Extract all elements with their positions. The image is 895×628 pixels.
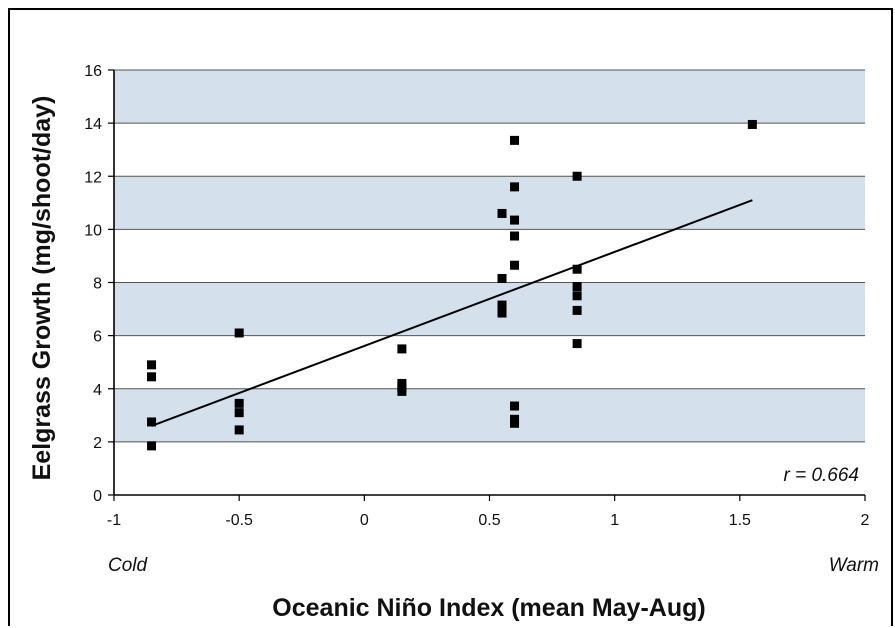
y-tick-label: 2 (93, 435, 102, 452)
data-point (572, 291, 582, 301)
data-point (572, 171, 582, 181)
data-point (510, 182, 520, 192)
axes (108, 69, 866, 501)
y-tick-label: 16 (84, 63, 102, 80)
data-point (147, 441, 157, 451)
data-point (510, 260, 520, 270)
data-point (234, 408, 244, 418)
correlation-label: r = 0.664 (783, 465, 859, 486)
y-tick-label: 8 (93, 276, 102, 293)
data-point (147, 360, 157, 370)
data-point (497, 300, 507, 310)
data-point (510, 135, 520, 145)
y-tick-label: 6 (93, 329, 102, 346)
y-axis-title: Eelgrass Growth (mg/shoot/day) (28, 96, 56, 481)
data-point (572, 281, 582, 291)
warm-label: Warm (829, 555, 879, 576)
band-14-16 (114, 70, 865, 124)
x-tick-label: -0.5 (225, 512, 253, 529)
data-point (747, 119, 757, 129)
data-point (572, 305, 582, 315)
x-tick-label: 1.5 (729, 512, 751, 529)
data-point (510, 215, 520, 225)
data-point (510, 231, 520, 241)
band-10-12 (114, 176, 865, 230)
x-tick-label: 0.5 (478, 512, 500, 529)
data-point (572, 264, 582, 274)
trendline (151, 199, 753, 427)
x-axis-title: Oceanic Niño Index (mean May-Aug) (272, 594, 705, 622)
trendline-group (151, 199, 753, 427)
x-tick-labels: -1 -0.5 0 0.5 1 1.5 2 (107, 512, 870, 529)
x-tick-label: 2 (861, 512, 870, 529)
cold-label: Cold (108, 555, 149, 576)
data-point (572, 339, 582, 349)
data-point (234, 425, 244, 435)
x-tick-label: 1 (610, 512, 619, 529)
x-tick-label: 0 (360, 512, 369, 529)
data-point (147, 372, 157, 382)
data-point (397, 386, 407, 396)
data-points (147, 119, 757, 451)
y-tick-label: 12 (84, 169, 102, 186)
data-point (497, 208, 507, 218)
background-bands (114, 69, 865, 443)
data-point (497, 308, 507, 318)
y-tick-label: 0 (93, 488, 102, 505)
y-tick-label: 10 (84, 222, 102, 239)
data-point (234, 328, 244, 338)
y-tick-label: 4 (93, 382, 102, 399)
data-point (510, 418, 520, 428)
data-point (510, 401, 520, 411)
data-point (397, 344, 407, 354)
data-point (147, 417, 157, 427)
y-tick-labels: 0 2 4 6 8 10 12 14 16 (84, 63, 102, 505)
x-tick-label: -1 (107, 512, 121, 529)
chart-frame (8, 8, 893, 626)
y-tick-label: 14 (84, 116, 102, 133)
band-6-8 (114, 282, 865, 336)
data-point (497, 274, 507, 284)
data-point (234, 398, 244, 408)
